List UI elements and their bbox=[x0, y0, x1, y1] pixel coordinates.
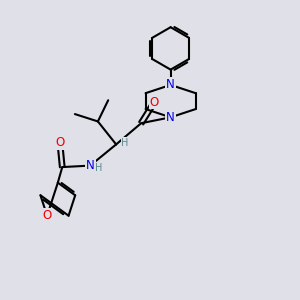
Text: N: N bbox=[166, 111, 175, 124]
Text: N: N bbox=[86, 159, 94, 172]
Text: O: O bbox=[43, 209, 52, 222]
Text: H: H bbox=[121, 138, 129, 148]
Text: N: N bbox=[166, 78, 175, 92]
Text: H: H bbox=[95, 163, 103, 173]
Text: O: O bbox=[55, 136, 64, 149]
Text: O: O bbox=[150, 95, 159, 109]
Text: N: N bbox=[166, 78, 175, 92]
